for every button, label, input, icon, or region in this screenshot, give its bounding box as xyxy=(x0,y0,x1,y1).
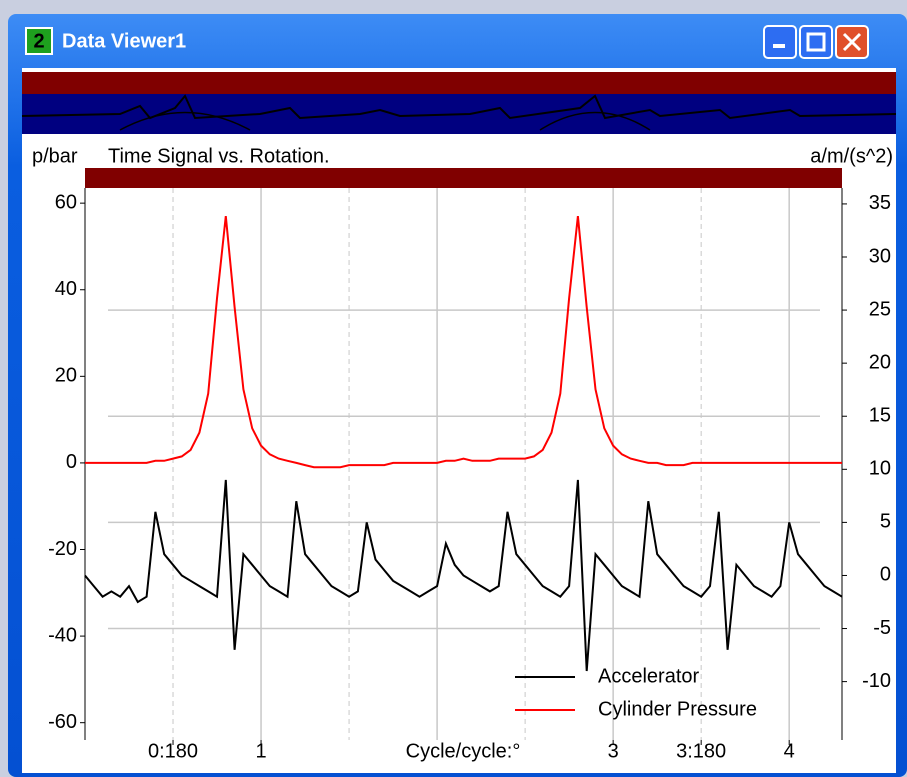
y-axis-label: p/bar xyxy=(32,145,78,167)
y-tick-label: 40 xyxy=(55,278,77,300)
x-tick-label: 3 xyxy=(608,740,619,762)
x-tick-label: 1 xyxy=(255,740,266,762)
y-tick-label: 20 xyxy=(55,365,77,387)
y2-tick-label: 5 xyxy=(880,511,891,533)
y2-tick-label: -10 xyxy=(862,670,891,692)
y2-tick-label: 30 xyxy=(869,245,891,267)
y2-axis-label: a/m/(s^2) xyxy=(810,145,893,167)
x-tick-label: 0:180 xyxy=(148,740,198,762)
app-icon xyxy=(25,27,53,55)
window-title: Data Viewer1 xyxy=(62,30,186,52)
y2-tick-label: 10 xyxy=(869,458,891,480)
y2-tick-label: 35 xyxy=(869,192,891,214)
plot-header-bar xyxy=(85,168,842,188)
y-tick-label: -20 xyxy=(48,538,77,560)
y-tick-label: -60 xyxy=(48,711,77,733)
y-tick-label: 60 xyxy=(55,191,77,213)
minimize-icon xyxy=(773,44,785,48)
x-axis-label: Cycle/cycle:° xyxy=(406,740,521,762)
maximize-button[interactable] xyxy=(799,25,833,59)
y2-tick-label: 15 xyxy=(869,405,891,427)
y2-tick-label: 20 xyxy=(869,351,891,373)
y2-tick-label: 0 xyxy=(880,564,891,586)
app-icon-label: 2 xyxy=(33,30,44,52)
series-line xyxy=(85,215,842,469)
close-icon xyxy=(842,32,862,52)
y2-tick-label: 25 xyxy=(869,298,891,320)
minimize-button[interactable] xyxy=(763,25,797,59)
y2-tick-label: -5 xyxy=(873,617,891,639)
series-line xyxy=(84,479,843,672)
maximize-icon xyxy=(806,32,826,52)
x-tick-label: 3:180 xyxy=(676,740,726,762)
x-tick-label: 4 xyxy=(784,740,795,762)
y-tick-label: -40 xyxy=(48,624,77,646)
chart-title: Time Signal vs. Rotation. xyxy=(108,145,330,167)
legend-label: Cylinder Pressure xyxy=(598,698,757,720)
legend-label: Accelerator xyxy=(598,665,699,687)
overview-signal xyxy=(21,94,897,120)
overview-signal xyxy=(119,111,651,131)
y-tick-label: 0 xyxy=(66,451,77,473)
plot: -60 -40 -20 0 20 40 60 -10 -5 0 5 10 15 20 25 30 35 0:180… xyxy=(48,188,891,762)
overview-bar xyxy=(22,72,896,94)
